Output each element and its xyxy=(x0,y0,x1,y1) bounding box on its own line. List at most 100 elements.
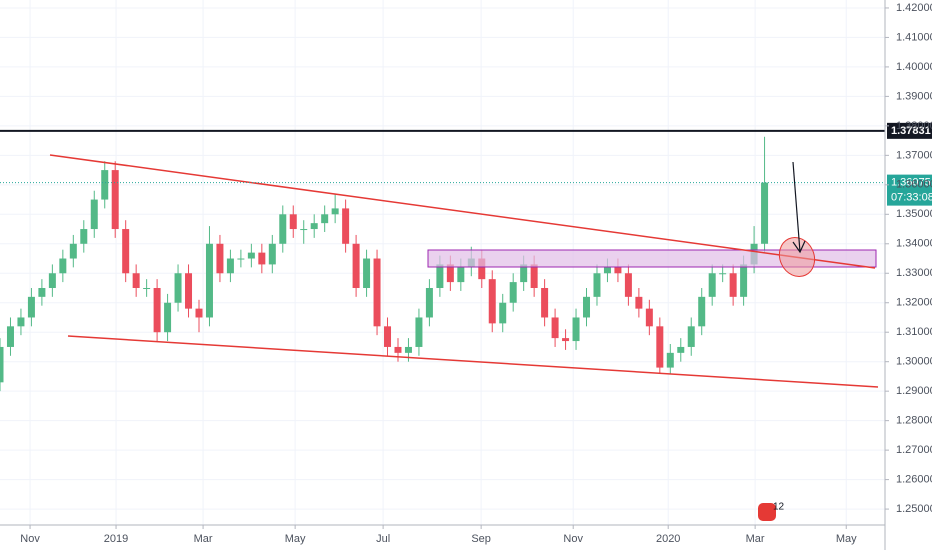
x-tick-label: May xyxy=(285,533,306,545)
candle-body xyxy=(761,182,769,244)
x-tick-label: Nov xyxy=(20,533,40,545)
candle-body xyxy=(478,258,486,280)
candle-body xyxy=(80,229,88,244)
y-tick-label: 1.41000 xyxy=(896,31,932,43)
y-tick-label: 1.42000 xyxy=(896,2,932,14)
y-tick-label: 1.32000 xyxy=(896,297,932,309)
candle-body xyxy=(740,264,748,297)
candle-body xyxy=(415,317,423,347)
candle-body xyxy=(666,352,674,368)
candle-body xyxy=(27,296,35,318)
candle-body xyxy=(425,287,433,318)
y-tick-label: 1.30000 xyxy=(896,356,932,368)
candle-body xyxy=(583,296,591,318)
y-tick-label: 1.34000 xyxy=(896,238,932,250)
candle-body xyxy=(457,267,465,283)
x-tick-label: 2019 xyxy=(104,533,128,545)
candle-body xyxy=(279,214,287,244)
x-tick-label: 2020 xyxy=(656,533,680,545)
candle-body xyxy=(656,326,664,368)
candle-body xyxy=(624,273,632,297)
candle-body xyxy=(719,273,727,275)
candle-body xyxy=(677,346,685,353)
upper-trendline xyxy=(49,154,876,269)
candle-body xyxy=(289,214,297,230)
y-tick-label: 1.37000 xyxy=(896,149,932,161)
candle-body xyxy=(132,273,140,288)
candle-body xyxy=(0,346,4,383)
candle-body xyxy=(216,243,224,274)
candle-body xyxy=(185,273,193,309)
candle-body xyxy=(174,273,182,303)
x-tick-label: Mar xyxy=(194,533,213,545)
candle-body xyxy=(321,214,329,224)
candle-body xyxy=(300,229,308,231)
candle-body xyxy=(614,267,622,274)
event-marker[interactable]: 12 xyxy=(758,502,785,521)
candle-body xyxy=(17,317,25,327)
candle-body xyxy=(373,258,381,327)
candle-body xyxy=(509,282,517,303)
y-tick-label: 1.39000 xyxy=(896,90,932,102)
lower-trendline xyxy=(67,335,879,388)
candle-body xyxy=(48,273,56,288)
level-label-box xyxy=(887,122,932,139)
last-price-box xyxy=(887,174,932,206)
candle-body xyxy=(59,258,67,274)
candle-body xyxy=(164,302,172,333)
candle-body xyxy=(384,326,392,347)
arrow-shaft xyxy=(792,161,801,253)
candle-body xyxy=(551,317,559,339)
x-tick-label: Jul xyxy=(376,533,390,545)
candle-body xyxy=(635,296,643,309)
y-tick-label: 1.40000 xyxy=(896,61,932,73)
candle-body xyxy=(520,264,528,283)
y-tick-label: 1.25000 xyxy=(896,503,932,515)
x-tick-label: May xyxy=(836,533,857,545)
y-tick-label: 1.26000 xyxy=(896,474,932,486)
y-tick-label: 1.27000 xyxy=(896,444,932,456)
event-icon[interactable] xyxy=(758,503,776,521)
candle-body xyxy=(247,252,255,259)
y-tick-label: 1.31000 xyxy=(896,326,932,338)
candle-body xyxy=(446,264,454,283)
candle-body xyxy=(331,208,339,215)
candle-body xyxy=(69,243,77,259)
y-tick-label: 1.28000 xyxy=(896,415,932,427)
event-count: 12 xyxy=(773,502,785,513)
candle-body xyxy=(541,287,549,318)
candle-body xyxy=(404,346,412,353)
candle-body xyxy=(436,264,444,288)
candle-body xyxy=(111,170,119,230)
candle-body xyxy=(310,223,318,230)
x-tick-label: Sep xyxy=(471,533,491,545)
candle-body xyxy=(593,273,601,297)
x-tick-label: Nov xyxy=(563,533,583,545)
candle-body xyxy=(729,273,737,297)
candle-body xyxy=(363,258,371,288)
x-tick-label: Mar xyxy=(746,533,765,545)
candle-body xyxy=(698,296,706,327)
candle-body xyxy=(153,287,161,333)
candle-body xyxy=(205,243,213,318)
countdown-label: 07:33:08 xyxy=(891,192,932,204)
candle-body xyxy=(562,338,570,342)
candle-body xyxy=(603,267,611,274)
candle-body xyxy=(394,346,402,353)
candle-body xyxy=(499,302,507,324)
candle-body xyxy=(122,229,130,274)
candle-body xyxy=(645,308,653,327)
candle-body xyxy=(195,308,203,318)
candle-body xyxy=(6,326,14,347)
y-tick-label: 1.36000 xyxy=(896,179,932,191)
target-ellipse xyxy=(778,237,816,277)
zone-rectangle xyxy=(427,249,877,268)
grid xyxy=(0,0,885,525)
candle-body xyxy=(90,199,98,230)
level-label: 1.37831 xyxy=(891,125,931,137)
y-tick-label: 1.33000 xyxy=(896,267,932,279)
y-tick-label: 1.38000 xyxy=(896,120,932,132)
candle-body xyxy=(530,264,538,288)
candle-body xyxy=(38,287,46,297)
